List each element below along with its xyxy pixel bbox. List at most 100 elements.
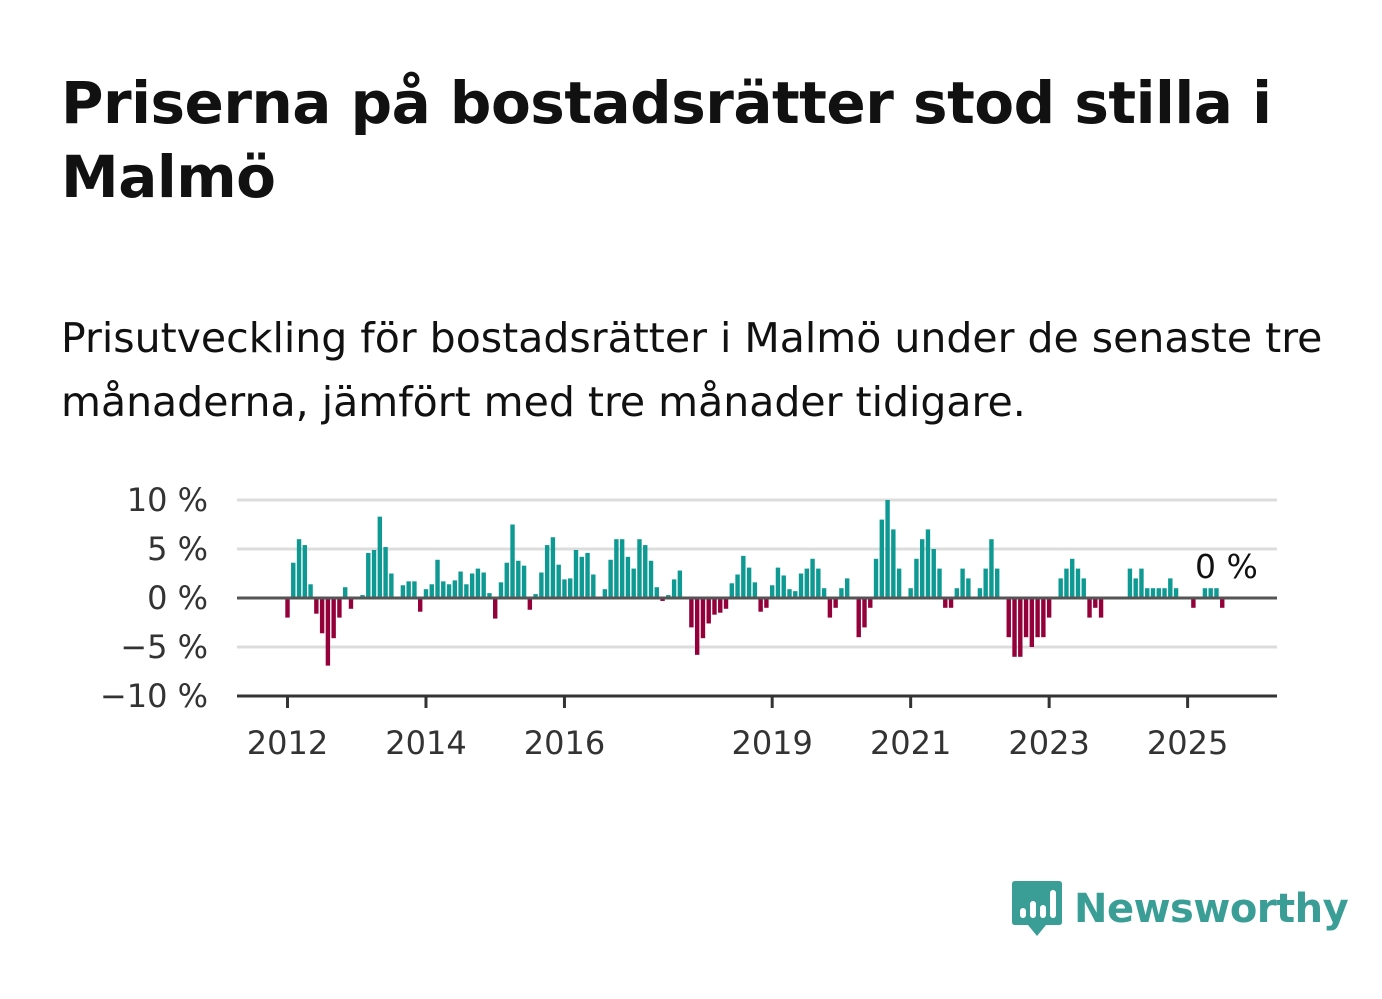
bar — [1075, 568, 1081, 598]
bar — [723, 598, 729, 609]
bar — [729, 583, 734, 598]
bar — [995, 568, 1000, 598]
bar — [568, 578, 573, 598]
bar — [521, 565, 527, 598]
bar — [544, 545, 550, 598]
bar — [516, 560, 521, 598]
bars — [285, 500, 1225, 666]
bar — [469, 573, 475, 598]
bar — [400, 585, 406, 598]
bar — [435, 559, 440, 598]
y-tick-labels: 10 % 5 % 0 % −5 % −10 % — [100, 481, 208, 715]
bar — [619, 539, 625, 598]
bar — [1191, 598, 1196, 608]
bar — [654, 587, 659, 598]
bar — [550, 537, 556, 598]
bar — [804, 568, 809, 598]
bar — [1012, 598, 1017, 657]
bar — [487, 593, 492, 598]
bar — [1035, 598, 1040, 638]
bar — [631, 568, 636, 598]
y-tick-label: 0 % — [147, 579, 208, 617]
bar — [510, 524, 515, 598]
bar — [1133, 578, 1138, 598]
bar — [573, 549, 579, 598]
bar — [879, 519, 885, 598]
bar — [1202, 588, 1208, 598]
bar — [712, 598, 717, 615]
bar — [452, 580, 458, 598]
bar — [914, 558, 919, 598]
bar — [677, 570, 683, 598]
x-tick-label: 2025 — [1147, 724, 1228, 762]
bar — [591, 574, 596, 598]
x-tick-label: 2019 — [731, 724, 812, 762]
bar — [625, 556, 631, 598]
bar — [769, 585, 775, 598]
bar — [643, 545, 648, 598]
bar — [1093, 598, 1098, 608]
bar — [943, 598, 948, 608]
bar — [931, 549, 936, 598]
bar — [700, 598, 706, 639]
bar — [406, 581, 411, 598]
gridlines — [237, 498, 1277, 649]
bar — [821, 588, 827, 598]
bar — [793, 591, 798, 598]
bar — [925, 529, 931, 598]
bar — [1150, 588, 1156, 598]
bar — [1162, 588, 1167, 598]
bar — [1064, 568, 1069, 598]
bar — [648, 560, 654, 598]
bar — [562, 579, 567, 598]
bar — [637, 539, 642, 598]
bar — [389, 573, 394, 598]
y-tick-label: −10 % — [100, 677, 208, 715]
bar — [1018, 598, 1023, 657]
bar — [764, 598, 769, 608]
bar — [1058, 578, 1063, 598]
bar — [758, 598, 763, 612]
bar — [885, 500, 890, 598]
bar — [718, 598, 723, 613]
bar — [348, 598, 354, 609]
bar — [1139, 568, 1144, 598]
bar — [1046, 598, 1052, 618]
bar — [671, 579, 677, 598]
bar — [694, 598, 700, 655]
bar — [833, 598, 838, 608]
bar — [735, 574, 740, 598]
bar — [1127, 568, 1133, 598]
bar — [608, 559, 613, 598]
bar — [481, 572, 486, 598]
latest-value-annotation: 0 % — [1195, 547, 1258, 586]
bar — [787, 589, 792, 598]
bar — [377, 516, 383, 598]
bar — [1168, 578, 1173, 598]
bar — [827, 598, 833, 618]
brand-name: Newsworthy — [1074, 886, 1349, 932]
bar-chart-speech-bubble-icon — [1012, 881, 1062, 936]
bar — [1214, 588, 1219, 598]
bar — [1029, 598, 1035, 647]
y-tick-label: 10 % — [127, 481, 208, 519]
bar — [533, 594, 538, 598]
bar — [602, 589, 608, 598]
bar — [798, 573, 804, 598]
bar — [839, 588, 844, 598]
y-tick-label: −5 % — [120, 628, 208, 666]
chart-title: Priserna på bostadsrätter stod stilla i … — [61, 69, 1272, 211]
bar — [1156, 588, 1161, 598]
bar — [948, 598, 954, 608]
bar — [1098, 598, 1104, 618]
bar — [1023, 598, 1029, 638]
bar — [291, 562, 296, 598]
bar — [937, 568, 942, 598]
bar — [752, 582, 758, 598]
chart-subtitle: Prisutveckling för bostadsrätter i Malmö… — [61, 314, 1323, 426]
x-tick-label: 2012 — [247, 724, 328, 762]
bar — [977, 588, 983, 598]
bar — [816, 568, 821, 598]
bar — [983, 568, 988, 598]
bar — [429, 584, 434, 598]
